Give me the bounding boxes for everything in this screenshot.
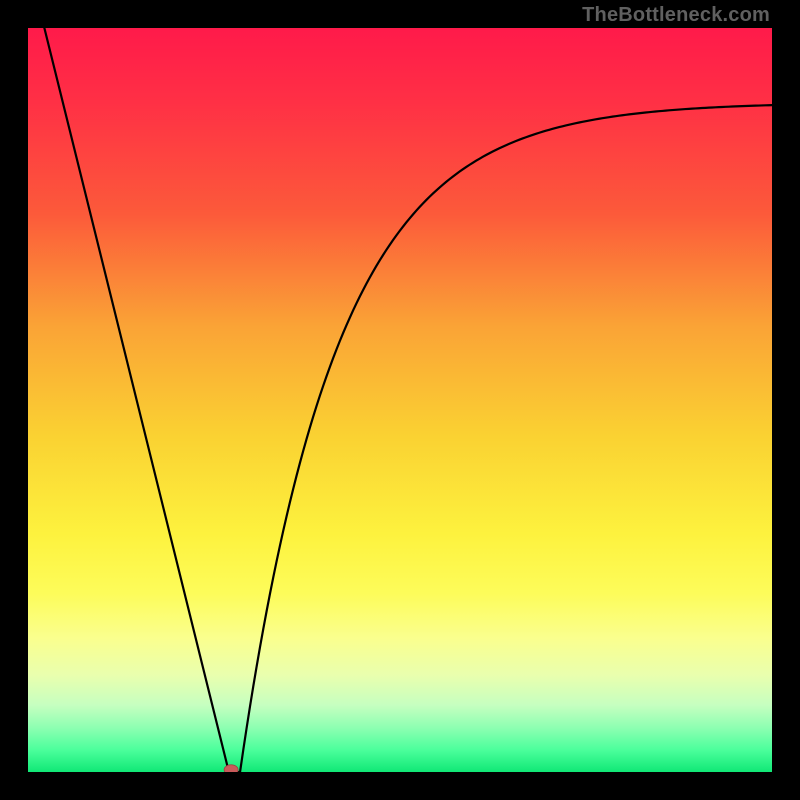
plot-background-gradient: [28, 28, 772, 772]
watermark-text: TheBottleneck.com: [582, 4, 770, 27]
chart-frame: TheBottleneck.com: [0, 0, 800, 800]
